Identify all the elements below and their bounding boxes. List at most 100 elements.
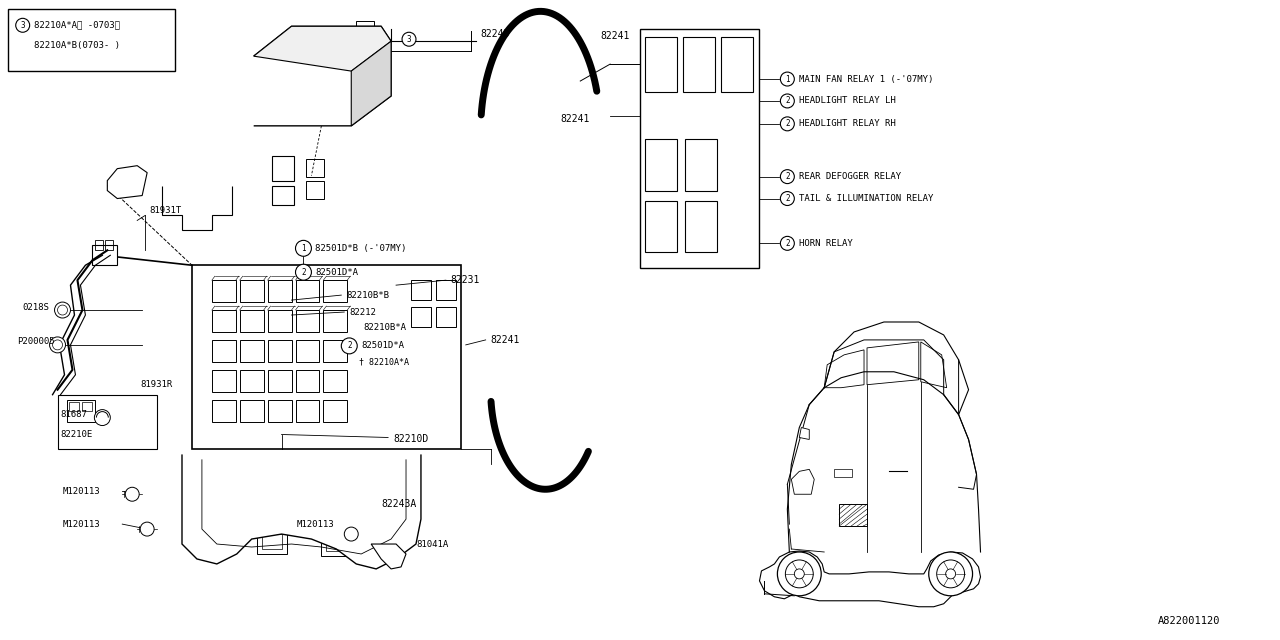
Bar [324, 340, 347, 362]
Bar [296, 310, 320, 332]
Bar [645, 139, 677, 191]
Circle shape [141, 522, 154, 536]
Bar [69, 402, 79, 411]
Text: 82241: 82241 [490, 335, 520, 345]
Bar [105, 241, 114, 250]
Text: HORN RELAY: HORN RELAY [799, 239, 852, 248]
Circle shape [937, 560, 965, 588]
Polygon shape [351, 41, 392, 126]
Text: 82210A*B(0703- ): 82210A*B(0703- ) [33, 41, 119, 50]
Text: 82212: 82212 [349, 308, 376, 317]
Bar [271, 156, 293, 180]
Bar [411, 280, 431, 300]
Text: 82243A: 82243A [381, 499, 416, 509]
Bar [268, 310, 292, 332]
Bar [239, 280, 264, 302]
Text: 82210B*B: 82210B*B [347, 291, 389, 300]
Text: 82243: 82243 [481, 29, 509, 39]
Text: HEADLIGHT RELAY RH: HEADLIGHT RELAY RH [799, 119, 896, 129]
Bar [192, 265, 461, 449]
Circle shape [929, 552, 973, 596]
Circle shape [402, 32, 416, 46]
Bar [296, 340, 320, 362]
Circle shape [946, 569, 956, 579]
Polygon shape [182, 454, 421, 569]
Bar [268, 399, 292, 422]
Bar [239, 340, 264, 362]
Bar [239, 310, 264, 332]
Circle shape [781, 191, 795, 205]
Bar [212, 280, 236, 302]
Circle shape [95, 410, 110, 426]
Text: 82241: 82241 [600, 31, 630, 41]
Bar [271, 186, 293, 205]
Text: HEADLIGHT RELAY LH: HEADLIGHT RELAY LH [799, 97, 896, 106]
Bar [257, 529, 287, 554]
Bar [411, 307, 431, 327]
Bar [96, 241, 104, 250]
Bar [685, 200, 717, 252]
Polygon shape [371, 544, 406, 569]
Bar [645, 200, 677, 252]
Bar [239, 370, 264, 392]
Text: 82210A*A（ -0703）: 82210A*A（ -0703） [33, 20, 119, 30]
Circle shape [58, 305, 68, 315]
Text: 2: 2 [785, 97, 790, 106]
Text: 81041A: 81041A [416, 540, 448, 548]
Bar [268, 340, 292, 362]
Bar [212, 370, 236, 392]
Text: 82210E: 82210E [60, 430, 92, 439]
Circle shape [777, 552, 822, 596]
Text: 82231: 82231 [451, 275, 480, 285]
Circle shape [795, 569, 804, 579]
Text: A822001120: A822001120 [1157, 616, 1220, 626]
Bar [324, 280, 347, 302]
Bar [721, 37, 753, 92]
Circle shape [781, 236, 795, 250]
Circle shape [342, 338, 357, 354]
Text: 82501D*A: 82501D*A [361, 341, 404, 350]
Text: 2: 2 [785, 239, 790, 248]
Bar [268, 280, 292, 302]
Bar [296, 399, 320, 422]
Bar [239, 399, 264, 422]
Circle shape [50, 337, 65, 353]
Text: 82241: 82241 [561, 114, 590, 124]
Text: TAIL & ILLUMINATION RELAY: TAIL & ILLUMINATION RELAY [799, 194, 933, 203]
Circle shape [781, 94, 795, 108]
Bar [212, 399, 236, 422]
Bar [835, 469, 852, 477]
Bar [306, 180, 324, 198]
Text: 2: 2 [301, 268, 306, 276]
Polygon shape [253, 26, 392, 71]
Bar [324, 370, 347, 392]
Bar [296, 280, 320, 302]
Text: REAR DEFOGGER RELAY: REAR DEFOGGER RELAY [799, 172, 901, 181]
Circle shape [125, 487, 140, 501]
Text: 3: 3 [407, 35, 411, 44]
Text: 82210B*A: 82210B*A [364, 323, 406, 332]
Text: 2: 2 [785, 172, 790, 181]
Bar [840, 504, 867, 526]
Bar [645, 37, 677, 92]
Text: MAIN FAN RELAY 1 (-'07MY): MAIN FAN RELAY 1 (-'07MY) [799, 74, 933, 84]
Bar [356, 21, 374, 35]
Text: 82210D: 82210D [393, 435, 429, 444]
Bar [212, 310, 236, 332]
Text: 2: 2 [347, 341, 352, 350]
Text: 81931R: 81931R [141, 380, 173, 389]
Circle shape [52, 340, 63, 350]
Circle shape [781, 117, 795, 131]
Bar [306, 159, 324, 177]
Circle shape [786, 560, 813, 588]
Bar [436, 307, 456, 327]
Bar [640, 29, 759, 268]
Text: M120113: M120113 [63, 520, 100, 529]
Polygon shape [799, 428, 809, 440]
Bar [436, 280, 456, 300]
Circle shape [781, 72, 795, 86]
Polygon shape [108, 166, 147, 198]
Text: 81687: 81687 [60, 410, 87, 419]
Text: 82501D*A: 82501D*A [315, 268, 358, 276]
Circle shape [55, 302, 70, 318]
